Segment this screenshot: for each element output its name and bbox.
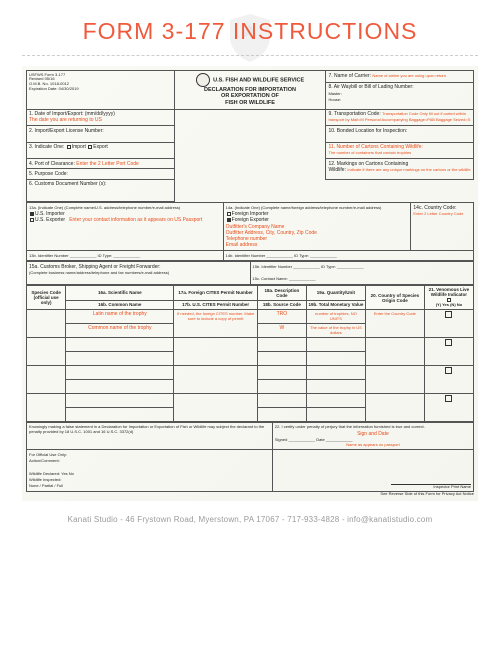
- box-15a: 15a. Customs Broker, Shipping Agent or F…: [29, 264, 160, 270]
- box-13a-hint: Enter your contact information as it app…: [69, 217, 202, 223]
- box-6: 6. Customs Document Number (s):: [29, 181, 106, 187]
- box-7: 7. Name of Carrier:: [328, 73, 371, 79]
- reverse-note: See Reverse Side of this Form for Privac…: [26, 492, 474, 497]
- cert-right: 22. I certify under penalty of perjury t…: [275, 424, 425, 429]
- box-4: 4. Port of Clearance:: [29, 161, 75, 167]
- page-header: FORM 3-177 INSTRUCTIONS: [22, 18, 478, 45]
- page-title: FORM 3-177 INSTRUCTIONS: [22, 18, 478, 45]
- name-hint: Name as appears on passport: [275, 443, 471, 448]
- box-14c: 14c. Country Code:: [413, 205, 456, 211]
- box-14a-line4: Email address: [226, 242, 258, 248]
- box-14b: 14b. Identifier Number ____________ ID T…: [226, 253, 337, 258]
- species-row: Latin name of the trophy If needed, the …: [27, 309, 474, 323]
- foreign-exporter-checkbox[interactable]: [227, 218, 231, 222]
- official-use: For Official Use Only:: [29, 452, 67, 457]
- form-3-177: USFWS Form 3-177 Revised 05/16 O.M.B. No…: [22, 66, 478, 501]
- box-4-hint: Enter the 2 Letter Port Code: [76, 161, 139, 167]
- box-11-hint: The number of containers that contain tr…: [328, 150, 411, 155]
- box-14a-line3: Telephone number: [226, 236, 267, 242]
- box-13b: 13b. Identifier Number ____________ ID T…: [29, 253, 140, 258]
- box-15b: 15b. Identifier Number ____________ ID T…: [253, 264, 364, 269]
- box-7-hint: Name of airline you are using upon retur…: [372, 73, 446, 78]
- box-14a: 14a. (Indicate One) (Complete name/forei…: [226, 205, 382, 210]
- cert-left: Knowingly making a false statement in a …: [27, 422, 273, 450]
- box-12-hint: Indicate if there are any unique marking…: [347, 167, 470, 172]
- agency-seal-icon: [196, 73, 210, 87]
- export-checkbox[interactable]: [88, 145, 92, 149]
- inspector-line: Inspector Print Name: [275, 480, 471, 490]
- box-15c: 15c. Contact Name: ____________: [253, 276, 316, 281]
- box-5: 5. Purpose Code:: [29, 171, 68, 177]
- box-1: 1. Date of Import/Export: (mm/dd/yyyy): [29, 111, 115, 117]
- agency-title: U.S. FISH AND WILDLIFE SERVICE DECLARATI…: [204, 77, 304, 106]
- box-14c-hint: Enter 2 Letter Country Code: [413, 211, 463, 216]
- box-12: 12. Markings on Cartons Containing: [328, 161, 408, 167]
- species-table: Species Code (official use only) 16a. Sc…: [26, 285, 474, 422]
- box-13a: 13a. (Indicate One) (Complete name/U.S. …: [29, 205, 180, 210]
- page-footer: Kanati Studio - 46 Frystown Road, Myerst…: [22, 515, 478, 524]
- box-11: 11. Number of Cartons Containing Wildlif…: [328, 144, 422, 150]
- box-9: 9. Transportation Code:: [328, 111, 380, 117]
- venomous-checkbox[interactable]: [445, 311, 452, 318]
- us-importer-checkbox[interactable]: [30, 212, 34, 216]
- box-14a-line2: Outfitter Address, City, Country, Zip Co…: [226, 230, 317, 236]
- foreign-importer-checkbox[interactable]: [227, 212, 231, 216]
- us-exporter-checkbox[interactable]: [30, 218, 34, 222]
- box-1-hint: The date you are returning to US: [29, 117, 102, 123]
- box-8: 8. Air Waybill or Bill of Lading Number:: [328, 84, 413, 90]
- box-2: 2. Import/Export License Number:: [29, 128, 104, 134]
- box-14a-line1: Outfitter's Company Name: [226, 224, 285, 230]
- import-checkbox[interactable]: [67, 145, 71, 149]
- box-3: 3. Indicate One:: [29, 144, 64, 150]
- box-10: 10. Bonded Location for Inspection:: [328, 128, 407, 134]
- form-meta: USFWS Form 3-177 Revised 05/16 O.M.B. No…: [29, 73, 172, 92]
